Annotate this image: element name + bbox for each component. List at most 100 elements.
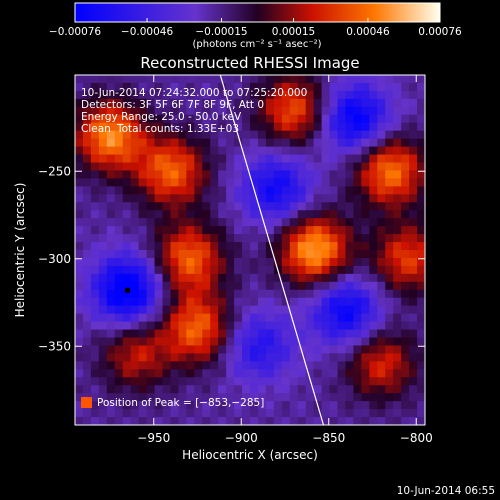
heatmap-cell [353,122,362,132]
heatmap-cell [114,186,124,195]
heatmap-cell [305,321,315,330]
heatmap-cell [186,250,195,259]
heatmap-cell [369,281,378,291]
heatmap-cell [409,98,418,108]
heatmap-cell [297,297,307,307]
heatmap-cell [178,90,187,100]
heatmap-cell [401,337,410,346]
heatmap-cell [138,321,147,330]
heatmap-cell [401,122,410,132]
heatmap-cell [361,289,370,299]
heatmap-cell [401,313,410,322]
heatmap-cell [257,345,267,354]
heatmap-cell [281,210,291,219]
heatmap-cell [385,170,394,179]
heatmap-cell [210,210,219,219]
heatmap-cell [130,234,140,243]
heatmap-cell [313,242,322,251]
heatmap-cell [409,417,418,426]
heatmap-cell [321,154,330,163]
heatmap-cell [353,297,362,307]
heatmap-cell [75,337,84,346]
heatmap-cell [265,162,275,171]
heatmap-cell [353,409,362,418]
heatmap-cell [218,82,227,92]
heatmap-cell [146,194,155,203]
heatmap-cell [417,226,426,235]
heatmap-cell [218,257,227,267]
heatmap-cell [265,154,275,163]
heatmap-cell [234,369,243,378]
heatmap-cell [250,417,259,426]
heatmap-cell [329,146,338,155]
heatmap-cell [393,409,402,418]
heatmap-cell [417,218,426,227]
heatmap-cell [75,369,84,378]
heatmap-cell [289,114,299,124]
heatmap-cell [353,337,362,346]
heatmap-cell [377,257,386,267]
heatmap-cell [82,385,92,394]
heatmap-cell [321,146,330,155]
heatmap-cell [98,297,108,307]
heatmap-cell [281,369,291,378]
heatmap-cell [170,130,179,140]
colorbar-ticks: −0.00076 −0.00046 −0.00015 0.00015 0.00046 0.… [49,18,462,38]
heatmap-cell [170,361,179,370]
heatmap-cell [377,377,386,386]
heatmap-cell [202,98,211,108]
heatmap-cell [162,234,171,243]
heatmap-cell [401,321,410,330]
heatmap-cell [321,369,330,378]
heatmap-cell [289,82,299,92]
heatmap-cell [250,297,259,307]
heatmap-cell [75,242,84,251]
heatmap-cell [273,321,283,330]
heatmap-cell [170,321,179,330]
heatmap-cell [353,305,362,315]
heatmap-cell [178,361,187,370]
heatmap-cell [321,353,330,362]
heatmap-cell [138,289,147,299]
heatmap-cell [82,194,92,203]
heatmap-cell [250,265,259,275]
heatmap-cell [75,82,84,92]
heatmap-cell [281,170,291,179]
heatmap-cell [345,281,354,291]
heatmap-cell [114,377,124,386]
annotation-time-range: 10-Jun-2014 07:24:32.000 to 07:25:20.000 [81,87,307,99]
heatmap-cell [162,409,171,418]
heatmap-cell [337,345,346,354]
heatmap-cell [234,82,243,92]
heatmap-cell [265,90,275,100]
heatmap-cell [409,313,418,322]
heatmap-cell [242,75,251,84]
heatmap-cell [194,194,203,203]
heatmap-cell [138,90,147,100]
heatmap-cell [385,305,394,315]
heatmap-cell [194,82,203,92]
heatmap-cell [146,353,155,362]
heatmap-cell [242,146,251,155]
heatmap-cell [409,361,418,370]
heatmap-cell [369,114,378,124]
heatmap-cell [353,106,362,116]
heatmap-cell [353,186,362,195]
heatmap-cell [281,313,291,322]
heatmap-cell [377,401,386,410]
heatmap-cell [281,75,291,84]
heatmap-cell [194,226,203,235]
heatmap-cell [130,75,140,84]
heatmap-cell [401,265,410,275]
heatmap-cell [130,82,140,92]
heatmap-cell [250,337,259,346]
heatmap-cell [186,273,195,283]
heatmap-cell [250,114,259,124]
heatmap-cell [122,329,132,338]
heatmap-cell [178,130,187,140]
heatmap-cell [75,393,84,402]
heatmap-cell [321,75,330,84]
peak-point [125,287,130,293]
heatmap-cell [154,122,163,132]
heatmap-cell [329,75,338,84]
